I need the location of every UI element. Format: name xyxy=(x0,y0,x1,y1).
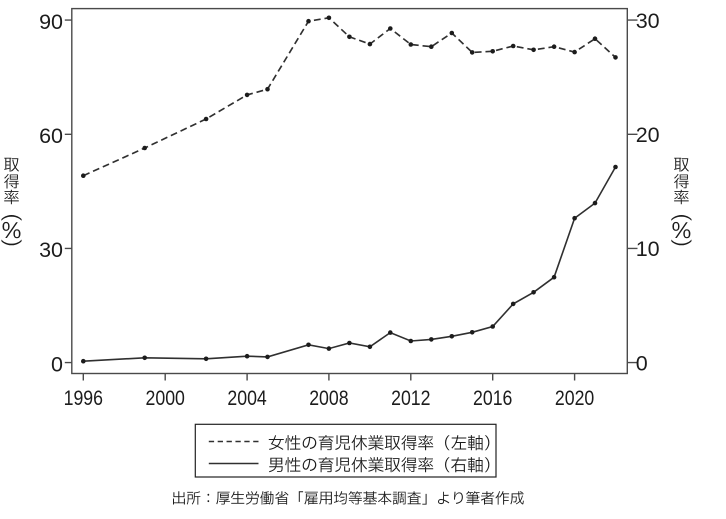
svg-text:20: 20 xyxy=(636,123,660,147)
svg-text:2012: 2012 xyxy=(391,386,430,410)
svg-text:10: 10 xyxy=(636,237,660,261)
svg-text:2016: 2016 xyxy=(473,386,512,410)
svg-text:1996: 1996 xyxy=(64,386,103,410)
svg-text:30: 30 xyxy=(636,9,660,33)
svg-text:0: 0 xyxy=(636,351,648,375)
svg-text:0: 0 xyxy=(51,352,63,376)
svg-text:2020: 2020 xyxy=(555,386,594,410)
svg-text:60: 60 xyxy=(39,124,63,148)
svg-text:2000: 2000 xyxy=(146,386,185,410)
svg-text:2004: 2004 xyxy=(227,386,266,410)
svg-text:2008: 2008 xyxy=(309,386,348,410)
svg-text:30: 30 xyxy=(39,238,63,262)
svg-text:90: 90 xyxy=(39,10,63,34)
